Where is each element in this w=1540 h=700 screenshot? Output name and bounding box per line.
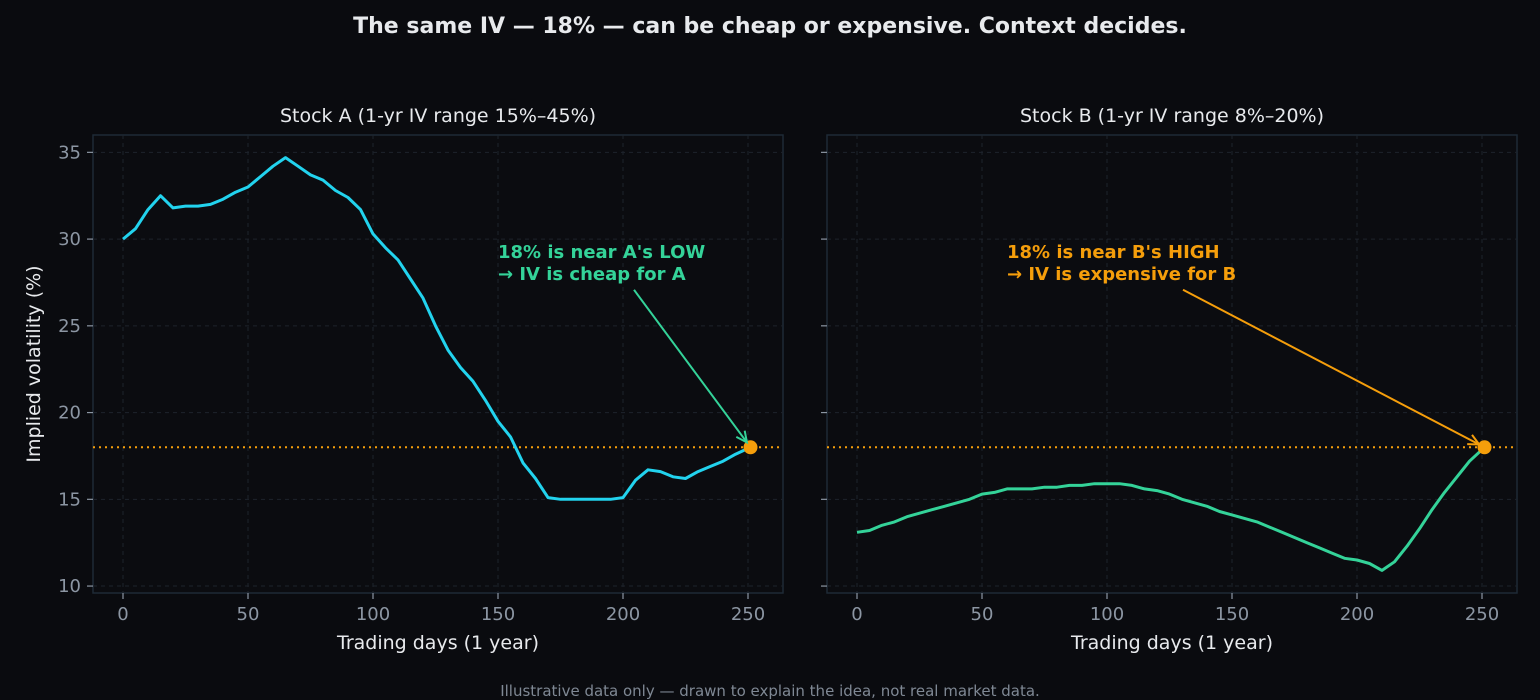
y-tick-label: 30 [58,229,81,250]
x-tick-label: 0 [851,604,862,625]
x-tick-label: 150 [1215,604,1249,625]
x-tick-label: 100 [1090,604,1124,625]
iv-series-line [122,156,752,501]
x-tick-label: 50 [237,604,260,625]
plot-area [826,134,1518,594]
panel-title: Stock B (1-yr IV range 8%–20%) [1020,105,1324,127]
y-tick-label: 20 [58,403,81,424]
x-tick-label: 250 [1465,604,1499,625]
annotation-line-1: 18% is near A's LOW [498,242,705,263]
annotation-arrow [1182,288,1480,446]
iv-series-line [856,446,1486,572]
annotation-line-2: → IV is cheap for A [498,264,686,285]
x-tick-label: 150 [481,604,515,625]
y-tick-label: 35 [58,142,81,163]
x-tick-label: 50 [971,604,994,625]
y-axis-label: Implied volatility (%) [23,265,45,462]
annotation-line-1: 18% is near B's HIGH [1007,242,1220,263]
annotation-arrow [633,289,748,444]
x-axis-label: Trading days (1 year) [336,632,539,654]
panel-title: Stock A (1-yr IV range 15%–45%) [280,105,596,127]
x-tick-label: 0 [117,604,128,625]
annotation-arrowhead [735,430,749,445]
y-tick-label: 10 [58,576,81,597]
x-tick-label: 200 [1340,604,1374,625]
figure-title: The same IV — 18% — can be cheap or expe… [353,14,1187,39]
y-tick-label: 25 [58,316,81,337]
plot-area [92,134,784,594]
stock-a-chart: 0 50 100 150 200 250 10 15 20 25 30 35 18% is near A… [23,105,784,654]
x-tick-label: 100 [356,604,390,625]
annotation-line-2: → IV is expensive for B [1007,264,1236,285]
x-tick-label: 250 [731,604,765,625]
current-iv-point [743,440,758,455]
stock-b-chart: 0 50 100 150 200 250 18% is near B's HIGH→ IV … [821,105,1518,654]
y-tick-label: 15 [58,489,81,510]
current-iv-point [1477,440,1492,455]
footnote: Illustrative data only — drawn to explai… [500,682,1040,700]
x-tick-label: 200 [606,604,640,625]
x-axis-label: Trading days (1 year) [1070,632,1273,654]
annotation-arrowhead [1467,434,1482,446]
